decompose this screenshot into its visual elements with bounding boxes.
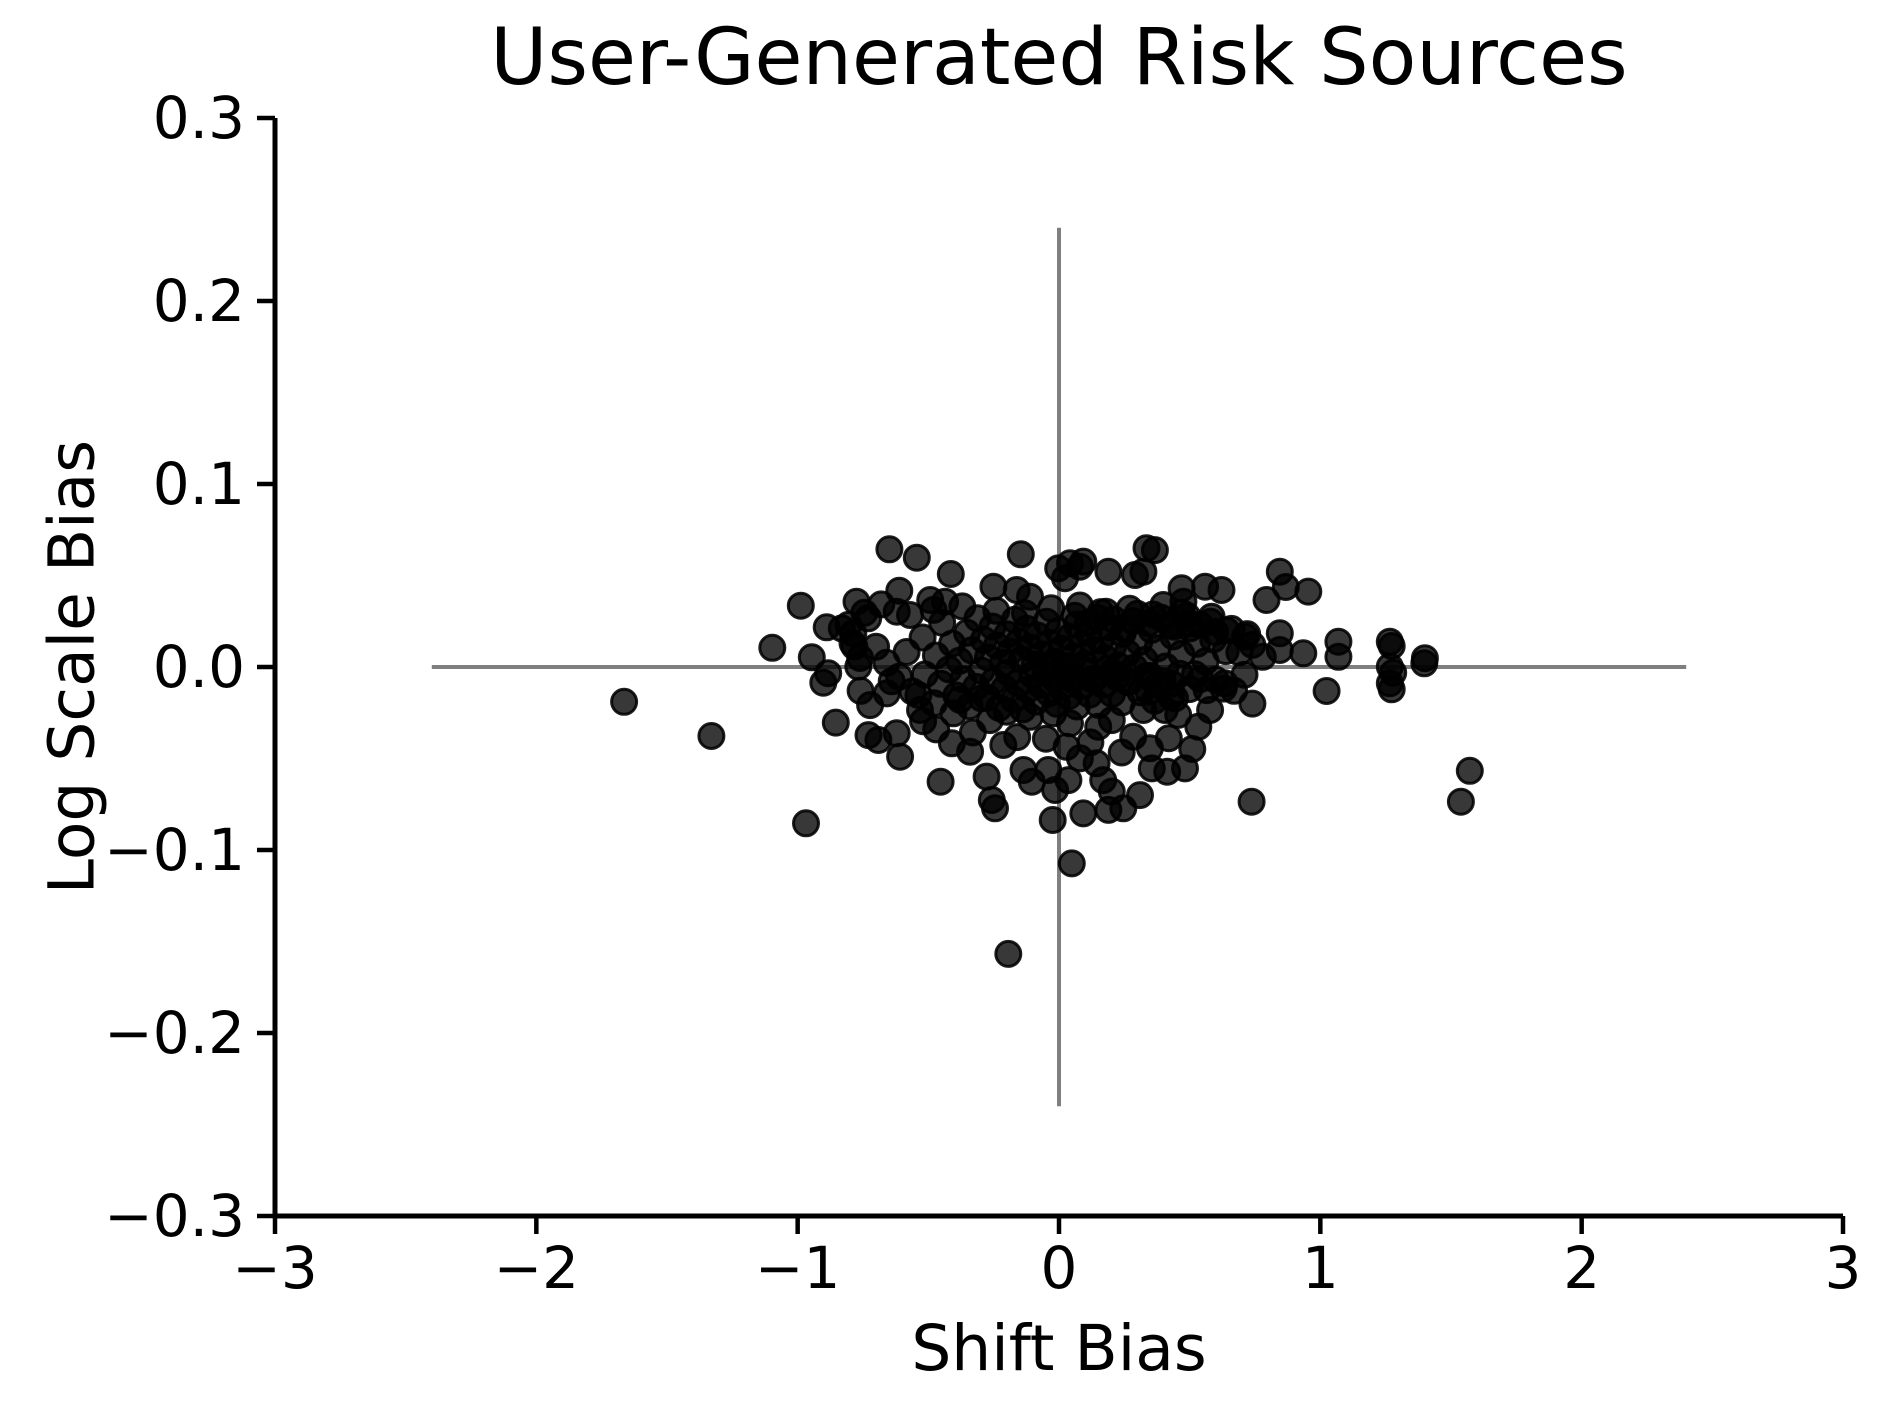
data-point [1011,599,1039,628]
y-tick-label: −0.2 [104,999,245,1067]
data-point [982,596,1011,625]
data-point [1037,594,1066,623]
data-point [1031,724,1060,753]
data-point [797,643,826,672]
data-point [867,590,896,619]
data-point [1410,649,1439,678]
data-point [1377,632,1406,660]
data-point [814,659,843,688]
data-point [1289,639,1318,668]
data-point [758,633,787,662]
data-point [1237,787,1266,816]
data-point [697,722,726,750]
data-point [1129,557,1158,586]
data-point [1178,735,1207,763]
y-tick-label: −0.3 [104,1182,245,1250]
data-point [1294,577,1323,606]
x-tick-label: −3 [232,1234,318,1302]
data-point [1233,620,1262,649]
data-point [919,595,948,624]
data-point [1057,849,1086,878]
data-point [936,560,965,588]
data-point [972,762,1001,791]
x-tick-label: −1 [755,1234,841,1302]
chart-title: User-Generated Risk Sources [490,13,1628,103]
data-point [1375,669,1404,698]
data-point [792,809,820,838]
data-point [875,535,904,564]
data-point [896,601,924,629]
data-point [1312,677,1341,705]
x-axis-label: Shift Bias [911,1312,1207,1385]
y-axis-label: Log Scale Bias [35,439,109,895]
x-tick-label: 1 [1302,1234,1339,1302]
data-point [1038,806,1067,834]
data-point [1157,669,1186,698]
data-point [979,572,1008,601]
y-tick-label: −0.1 [104,816,245,884]
data-point [610,687,639,716]
data-point [1006,540,1035,569]
data-point [1076,728,1105,757]
data-point [926,767,955,796]
data-point [1089,766,1118,795]
x-tick-label: 3 [1825,1234,1862,1302]
data-point [994,939,1023,968]
data-point [1126,781,1154,810]
data-point [1252,586,1281,614]
data-point [821,708,850,737]
data-point [1271,573,1300,601]
data-point [1003,723,1032,752]
data-point [1065,552,1094,581]
data-point [1154,724,1183,753]
y-tick-label: 0.0 [153,633,245,701]
data-point [977,786,1006,814]
data-point [886,742,915,771]
y-tick-label: 0.2 [153,267,245,335]
data-point [1107,738,1136,767]
data-point [882,719,911,748]
x-tick-label: 2 [1563,1234,1600,1302]
data-point [958,718,987,747]
data-point [1140,536,1169,565]
data-point [786,591,815,620]
data-point [1238,689,1267,718]
y-tick-label: 0.3 [153,84,245,152]
x-tick-label: 0 [1041,1234,1078,1302]
data-point [1324,642,1353,671]
data-point [909,707,938,736]
data-point [902,543,931,572]
data-point [1041,776,1070,804]
data-point [1446,787,1475,816]
data-point [877,667,906,696]
y-tick-label: 0.1 [153,450,245,518]
x-tick-label: −2 [494,1234,580,1302]
data-point [948,592,977,621]
data-point [862,632,891,661]
data-point [1207,576,1236,604]
data-point [1094,557,1123,586]
data-point [1455,756,1484,785]
data-point [1069,799,1098,828]
